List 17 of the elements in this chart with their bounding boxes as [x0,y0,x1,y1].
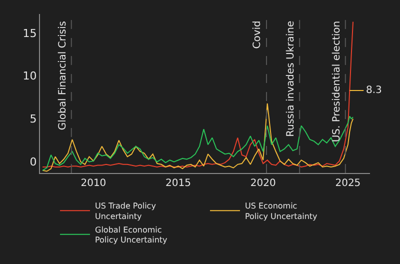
x-tick-label: 2020 [250,178,276,189]
ref-line-label: US. Presidential election [332,20,343,142]
ref-line-label: Global Financial Crisis [58,21,69,130]
ref-line-label: Covid [252,20,264,49]
y-tick-label: 0 [30,156,37,169]
y-tick-label: 10 [22,70,37,83]
legend-label: US Trade Policy Uncertainty [95,201,156,221]
annotation: 8.3 [366,85,382,96]
y-tick-label: 15 [22,26,37,40]
x-tick-label: 2025 [335,178,361,189]
ref-line-label: Russia invades Ukraine [285,20,296,137]
legend-label: US Economic Policy Uncertainty [245,201,318,221]
x-tick-label: 2015 [166,178,192,189]
y-tick-label: 5 [30,112,37,126]
line-series [42,21,354,168]
x-tick-label: 2010 [80,178,106,189]
legend-label: Global Economic Policy Uncertainty [95,225,168,245]
